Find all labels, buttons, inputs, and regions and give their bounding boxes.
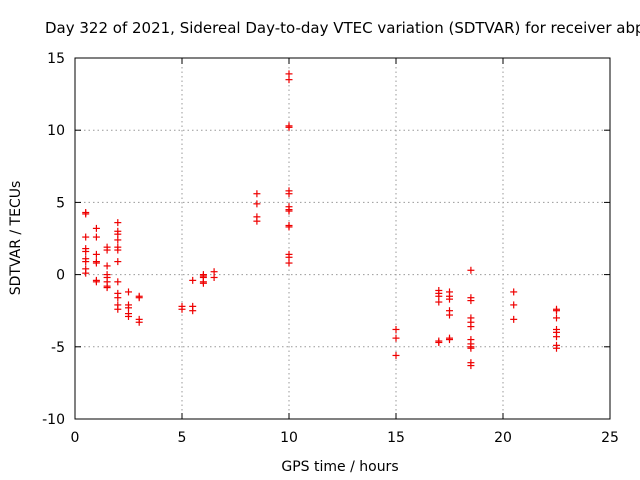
data-series <box>82 70 560 370</box>
x-tick-label: 10 <box>280 430 298 446</box>
data-point <box>467 344 475 352</box>
data-point <box>467 362 475 370</box>
data-point <box>510 288 518 296</box>
data-point <box>189 276 197 284</box>
data-point <box>114 305 122 313</box>
data-point <box>82 247 90 255</box>
data-point <box>125 288 132 296</box>
x-tick-label: 5 <box>178 430 187 446</box>
data-point <box>467 266 475 274</box>
y-tick-label: -10 <box>42 412 65 428</box>
data-point <box>285 123 293 131</box>
data-point <box>114 258 122 266</box>
data-point <box>114 236 122 244</box>
data-point <box>285 207 293 215</box>
y-tick-label: 15 <box>47 51 65 67</box>
data-point <box>392 325 400 333</box>
data-point <box>553 307 560 315</box>
data-point <box>435 298 443 306</box>
data-point <box>82 210 90 218</box>
data-point <box>392 334 400 342</box>
data-point <box>510 301 518 309</box>
data-point <box>82 258 90 266</box>
y-tick-label: 10 <box>47 123 65 139</box>
data-point <box>510 315 518 323</box>
x-tick-label: 20 <box>494 430 512 446</box>
x-axis-label: GPS time / hours <box>281 459 398 475</box>
data-point <box>285 190 293 198</box>
data-point <box>92 250 100 258</box>
data-point <box>435 338 443 346</box>
data-point <box>285 223 293 231</box>
data-point <box>553 333 560 341</box>
data-point <box>467 297 475 305</box>
data-point <box>92 233 100 241</box>
data-point <box>114 278 122 286</box>
data-point <box>253 190 261 198</box>
data-point <box>103 262 111 270</box>
data-point <box>553 314 560 322</box>
x-axis: 0 5 10 15 20 25 <box>71 58 619 446</box>
data-point <box>467 323 475 331</box>
data-point <box>92 224 100 232</box>
data-point <box>392 351 400 359</box>
data-point <box>92 278 100 286</box>
data-point <box>199 279 207 287</box>
data-point <box>114 246 122 254</box>
data-point <box>114 294 122 302</box>
data-point <box>82 233 90 241</box>
y-axis: -10 -5 0 5 10 15 <box>42 51 610 428</box>
grid-lines <box>75 58 610 419</box>
data-point <box>178 305 186 313</box>
data-point <box>114 219 122 227</box>
x-tick-label: 15 <box>387 430 405 446</box>
data-point <box>253 217 261 225</box>
data-point <box>553 344 560 352</box>
plot-frame <box>74 57 611 420</box>
y-tick-label: 5 <box>56 195 65 211</box>
data-point <box>446 295 453 303</box>
y-axis-label: SDTVAR / TECUs <box>8 181 24 296</box>
data-point <box>253 200 261 208</box>
y-tick-label: -5 <box>51 340 65 356</box>
data-point <box>285 76 293 84</box>
x-tick-label: 25 <box>601 430 619 446</box>
x-tick-label: 0 <box>71 430 80 446</box>
data-point <box>92 259 100 267</box>
data-point <box>446 311 453 319</box>
data-point <box>446 336 453 344</box>
data-point <box>82 269 90 277</box>
data-point <box>135 318 143 326</box>
data-point <box>103 246 111 254</box>
data-point <box>125 312 132 320</box>
data-point <box>103 284 111 292</box>
data-point <box>210 273 218 281</box>
data-point <box>189 307 197 315</box>
data-point <box>285 259 293 267</box>
data-point <box>135 294 143 302</box>
chart-title: Day 322 of 2021, Sidereal Day-to-day VTE… <box>45 19 640 37</box>
y-tick-label: 0 <box>56 268 65 284</box>
